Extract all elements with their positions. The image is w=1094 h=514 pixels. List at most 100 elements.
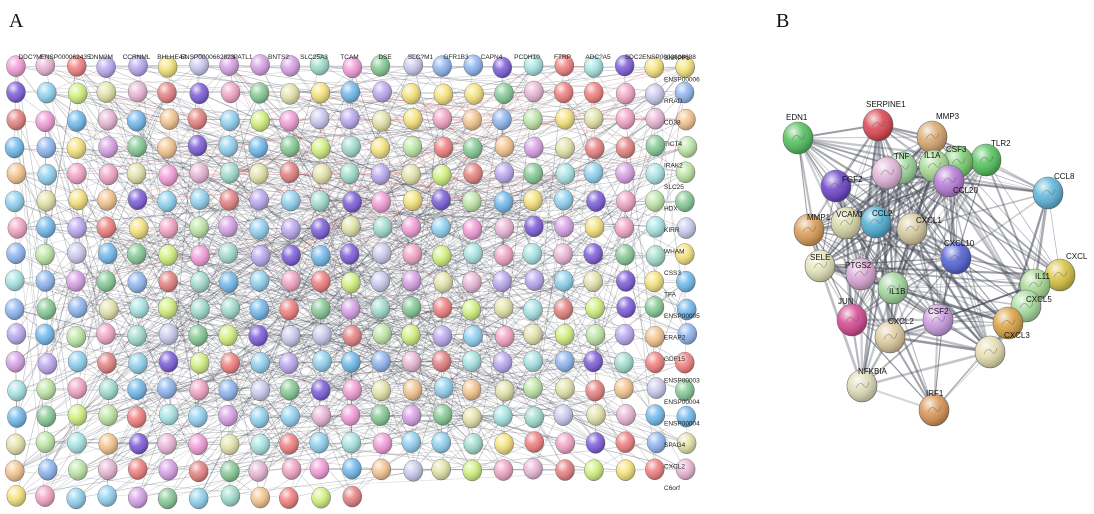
network-a-node xyxy=(644,458,665,481)
network-b-label: CXCL3 xyxy=(1004,331,1030,340)
network-a-node xyxy=(65,270,86,292)
network-a-side-label: KIRR xyxy=(664,227,680,234)
network-a-side-label: TICT4 xyxy=(664,141,682,148)
network-a-node xyxy=(464,83,484,105)
network-a-node xyxy=(127,378,147,400)
network-a-node xyxy=(96,56,116,78)
network-a-node xyxy=(220,352,240,374)
network-a-node xyxy=(402,136,423,158)
network-a-node xyxy=(279,110,300,132)
network-a-node xyxy=(370,163,391,185)
network-b-node-ccl8: CCL8 xyxy=(1032,172,1075,210)
network-a-node xyxy=(36,378,56,401)
network-a-node xyxy=(188,460,209,483)
network-a-node xyxy=(98,136,118,158)
network-a-node xyxy=(311,379,331,401)
network-a-node xyxy=(615,431,636,453)
network-a-node xyxy=(127,324,147,347)
network-a-node xyxy=(403,54,424,76)
network-b-label: MMP3 xyxy=(936,112,960,121)
network-b-node-ccl2: CCL2 xyxy=(860,205,893,239)
network-a-node xyxy=(5,460,25,482)
network-a-node xyxy=(462,218,483,240)
network-a-node xyxy=(36,136,57,159)
network-a-node xyxy=(370,137,391,159)
network-a-node xyxy=(278,352,299,374)
network-a-node xyxy=(249,406,270,429)
network-a-node xyxy=(158,323,179,345)
network-a-node xyxy=(66,487,86,510)
network-a-node xyxy=(463,54,484,77)
network-a-node xyxy=(249,218,270,240)
network-a-node xyxy=(37,459,58,481)
network-b-label: MMP1 xyxy=(807,213,831,222)
network-b-node-cxcl6 xyxy=(974,335,1006,369)
network-a-node xyxy=(281,244,301,267)
network-a-side-label: ENSP0000466681 xyxy=(664,421,700,428)
network-b-node-csf3: CSF3 xyxy=(942,145,974,179)
network-a-node xyxy=(675,379,695,402)
network-a-node xyxy=(310,82,331,104)
network-a-node xyxy=(188,324,208,347)
network-a-node xyxy=(675,190,695,213)
network-a-node xyxy=(97,109,118,131)
network-a-node xyxy=(494,217,514,239)
network-a-node xyxy=(127,188,148,211)
network-a-node xyxy=(644,270,664,293)
network-a-node xyxy=(6,55,26,77)
network-a-node xyxy=(523,299,543,321)
network-b-label: FGF2 xyxy=(842,175,863,184)
network-a-node xyxy=(401,324,421,346)
network-a-node xyxy=(67,82,88,105)
network-a-side-label: C6orf xyxy=(664,485,680,492)
network-a-node xyxy=(554,350,575,373)
network-a-node xyxy=(492,351,513,374)
network-b-node-irf1: IRF1 xyxy=(918,389,950,427)
network-a-node xyxy=(126,110,147,132)
network-b-label: IRF1 xyxy=(926,389,944,398)
network-b-label: SELE xyxy=(810,253,830,262)
network-a-node xyxy=(279,378,300,401)
network-a-node xyxy=(312,350,332,372)
network-a-node xyxy=(371,110,392,132)
network-a-node xyxy=(5,351,26,373)
network-a-node xyxy=(280,135,300,158)
network-a-node xyxy=(494,162,515,184)
network-a-node xyxy=(403,189,423,212)
network-a-node xyxy=(553,81,574,104)
network-a-node xyxy=(35,323,55,346)
network-a-node xyxy=(431,189,451,211)
network-b-node-cxcl10: CXCL10 xyxy=(940,239,975,275)
network-a-node xyxy=(676,270,696,293)
network-a-node xyxy=(675,161,696,184)
network-a-node xyxy=(281,270,301,292)
network-a-node xyxy=(340,404,361,426)
network-b-node-csf2: CSF2 xyxy=(922,303,954,337)
network-a-node xyxy=(614,351,634,374)
network-b-node-tnf: TNF xyxy=(886,151,918,185)
network-a-node xyxy=(280,55,301,77)
network-a-node xyxy=(280,325,301,347)
network-a-node xyxy=(402,243,423,265)
network-a-node xyxy=(401,350,422,373)
network-a-node xyxy=(616,190,636,213)
network-a-node xyxy=(462,350,482,373)
network-a-node xyxy=(67,404,88,426)
network-a-node xyxy=(585,297,605,319)
network-a-node xyxy=(97,485,117,507)
network-a-node xyxy=(219,189,240,211)
network-a-node xyxy=(341,431,361,454)
network-a-node xyxy=(370,404,391,426)
network-a-node xyxy=(462,109,482,131)
network-a-node xyxy=(555,108,575,130)
network-a-node xyxy=(66,326,87,348)
network-a-node xyxy=(189,216,209,239)
network-a-node xyxy=(188,487,209,510)
network-a-node xyxy=(646,431,667,454)
network-a-node xyxy=(309,431,329,454)
network-a-node xyxy=(188,433,208,456)
network-a-node xyxy=(4,136,25,159)
network-b-label: SERPINE1 xyxy=(866,100,906,109)
network-a-node xyxy=(35,485,55,507)
network-a-node xyxy=(401,82,421,105)
